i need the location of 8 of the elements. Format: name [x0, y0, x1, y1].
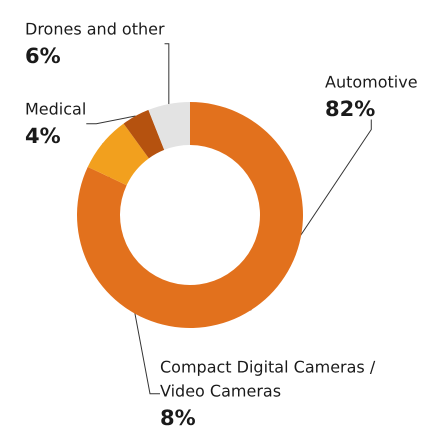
slice-label: Medical [25, 100, 86, 118]
data-label: 4% [25, 124, 61, 148]
data-label: 8% [160, 406, 196, 430]
slice-label: Drones and other [25, 20, 165, 38]
data-label: 82% [325, 97, 376, 121]
slice-label: Automotive [325, 72, 418, 92]
data-label: 6% [25, 44, 61, 68]
slice-label: Compact Digital Cameras / Video Cameras [160, 358, 376, 400]
